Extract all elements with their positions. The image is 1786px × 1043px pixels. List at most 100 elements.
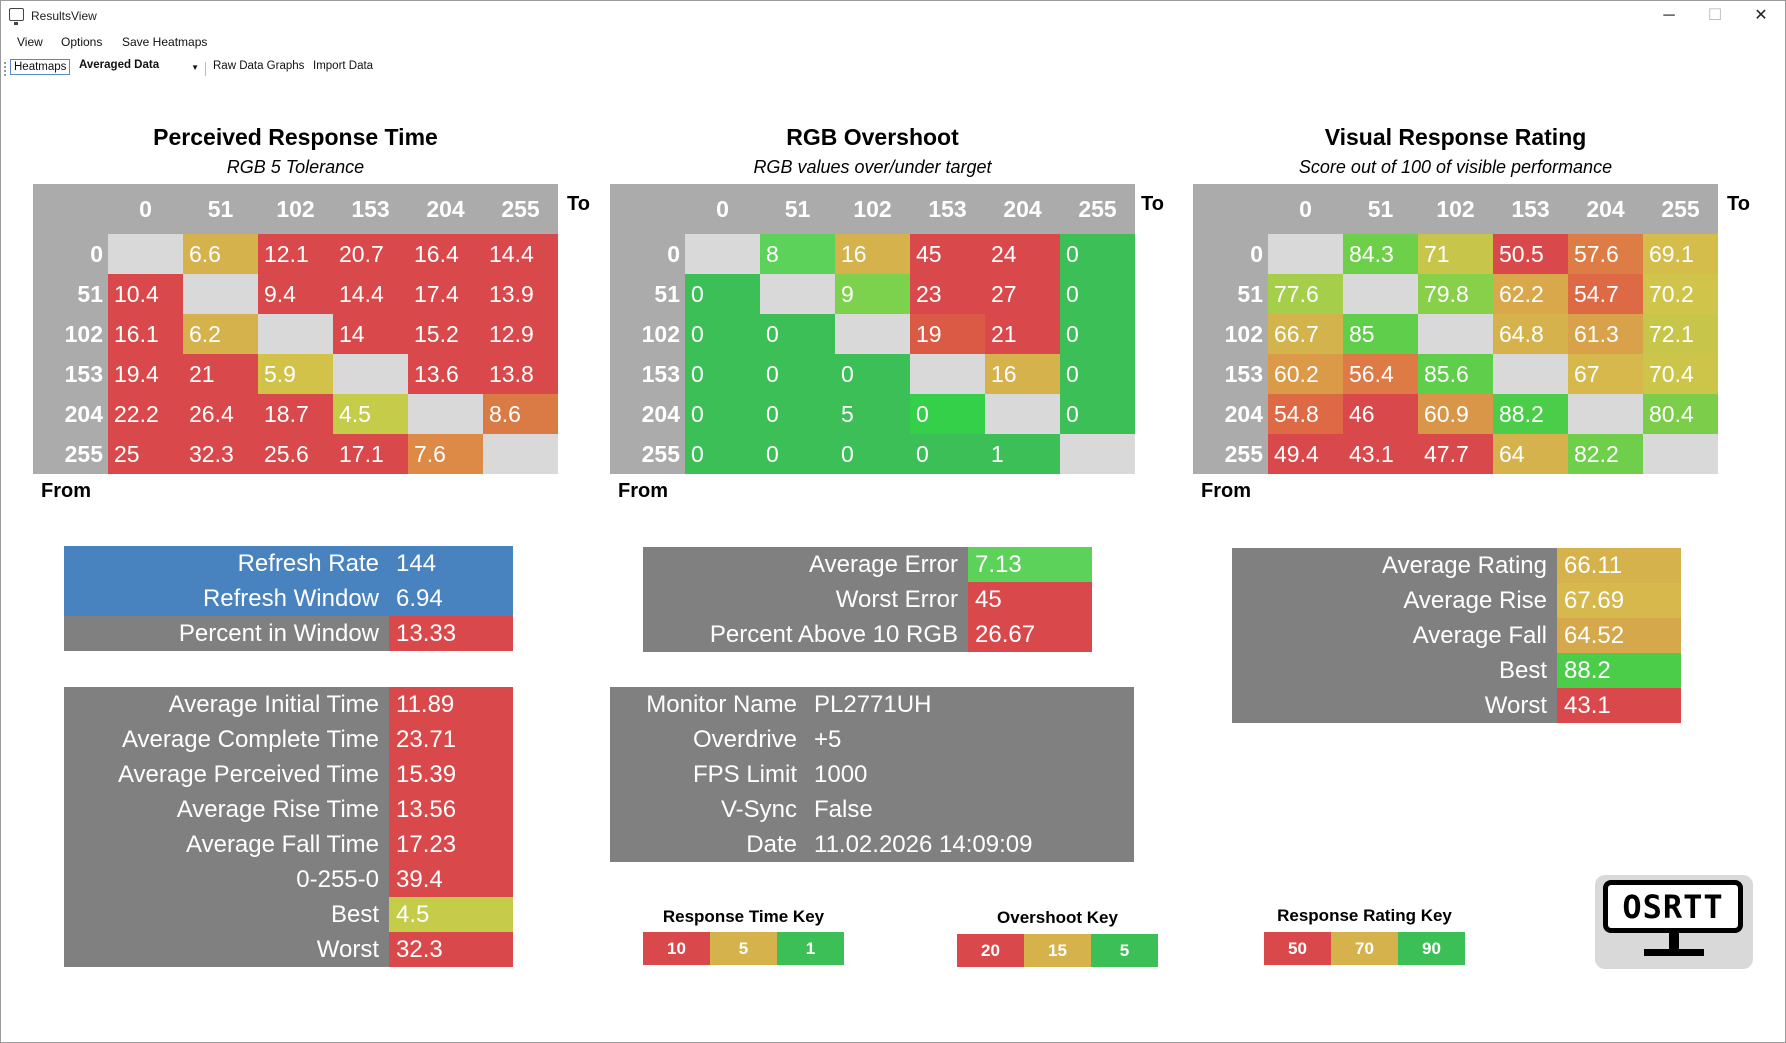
heatmap-cell: 85.6: [1418, 354, 1493, 394]
toolbar-separator: [205, 62, 206, 76]
heatmap-cell: [1060, 434, 1135, 474]
stat-label: Average Complete Time: [64, 722, 389, 757]
data-mode-select[interactable]: Averaged Data ▼: [79, 59, 201, 77]
row-header: 204: [610, 394, 685, 434]
heatmap-cell: 6.6: [183, 234, 258, 274]
stat-label: V-Sync: [610, 792, 807, 827]
stat-label: FPS Limit: [610, 757, 807, 792]
heatmap-cell: [1643, 434, 1718, 474]
column-header: 51: [760, 184, 835, 234]
heatmap-cell: 0: [760, 354, 835, 394]
column-header: 0: [108, 184, 183, 234]
heatmap-cell: 82.2: [1568, 434, 1643, 474]
heatmap-cell: 79.8: [1418, 274, 1493, 314]
stat-value: 4.5: [389, 897, 513, 932]
heatmap-cell: [1343, 274, 1418, 314]
import-data-button[interactable]: Import Data: [313, 60, 374, 72]
heatmap-cell: 47.7: [1418, 434, 1493, 474]
chevron-down-icon: ▼: [191, 63, 199, 72]
column-header: 255: [483, 184, 558, 234]
heatmap-cell: 64.8: [1493, 314, 1568, 354]
stat-label: Refresh Rate: [64, 546, 389, 581]
heatmap-cell: 25.6: [258, 434, 333, 474]
stat-label: Monitor Name: [610, 687, 807, 722]
heatmap-cell: 16: [835, 234, 910, 274]
menu-save-heatmaps[interactable]: Save Heatmaps: [122, 35, 208, 49]
column-header: 153: [1493, 184, 1568, 234]
monitor-info-box: Monitor Name PL2771UH Overdrive +5 FPS Limit…: [610, 687, 1134, 862]
stat-label: Average Fall: [1232, 618, 1557, 653]
heatmap-cell: 67: [1568, 354, 1643, 394]
menu-options[interactable]: Options: [61, 35, 103, 49]
stat-label: Average Initial Time: [64, 687, 389, 722]
toolbar-grip[interactable]: [4, 62, 8, 76]
heatmap-cell: 85: [1343, 314, 1418, 354]
stat-label: Average Perceived Time: [64, 757, 389, 792]
heatmap-cell: 0: [910, 434, 985, 474]
overshoot-heatmap: 0 51 102 153 204 255 0 8 16 45 24 0 51 0 9 23 27 0 102 0 0 19…: [610, 184, 1135, 474]
stat-label: Worst Error: [643, 582, 968, 617]
heatmap-cell: 6.2: [183, 314, 258, 354]
key-swatch: 10: [643, 932, 710, 965]
overshoot-key: 20 15 5: [957, 934, 1158, 967]
raw-data-graphs-button[interactable]: Raw Data Graphs: [213, 60, 305, 72]
heatmap-cell: 27: [985, 274, 1060, 314]
stat-value: 88.2: [1557, 653, 1681, 688]
heatmap-cell: 13.9: [483, 274, 558, 314]
row-header: 102: [610, 314, 685, 354]
heatmap-cell: 0: [835, 434, 910, 474]
heatmap-cell: [183, 274, 258, 314]
to-label: To: [1727, 193, 1750, 215]
heatmap-cell: 8: [760, 234, 835, 274]
key-swatch: 5: [1091, 934, 1158, 967]
heatmap-cell: 84.3: [1343, 234, 1418, 274]
heatmap-cell: 62.2: [1493, 274, 1568, 314]
heatmaps-button[interactable]: Heatmaps: [10, 59, 71, 75]
stat-label: Average Rise Time: [64, 792, 389, 827]
heatmap-cell: 0: [910, 394, 985, 434]
heatmap-cell: 70.4: [1643, 354, 1718, 394]
stat-label: Average Rise: [1232, 583, 1557, 618]
heatmap-cell: 21: [183, 354, 258, 394]
heatmap-cell: 0: [835, 354, 910, 394]
heatmap-cell: 60.2: [1268, 354, 1343, 394]
heatmap-cell: 43.1: [1343, 434, 1418, 474]
minimize-button[interactable]: ─: [1663, 7, 1675, 24]
heatmap-cell: 49.4: [1268, 434, 1343, 474]
heatmap-cell: 14.4: [483, 234, 558, 274]
heatmap-cell: 13.8: [483, 354, 558, 394]
row-header: 51: [1193, 274, 1268, 314]
heatmap-cell: 54.8: [1268, 394, 1343, 434]
column-header: 102: [258, 184, 333, 234]
stat-value: 26.67: [968, 617, 1092, 652]
response-time-key: 10 5 1: [643, 932, 844, 965]
close-button[interactable]: ✕: [1754, 7, 1768, 24]
stat-label: Best: [1232, 653, 1557, 688]
stat-value: 6.94: [389, 581, 513, 616]
stat-label: Percent Above 10 RGB: [643, 617, 968, 652]
heatmap-cell: 57.6: [1568, 234, 1643, 274]
heatmap-cell: 0: [1060, 394, 1135, 434]
rating-stats-box: Average Rating 66.11 Average Rise 67.69 Aver…: [1232, 548, 1681, 723]
column-header: 51: [183, 184, 258, 234]
response-key-title: Response Time Key: [662, 907, 825, 926]
menu-view[interactable]: View: [17, 35, 43, 49]
heatmap-cell: 61.3: [1568, 314, 1643, 354]
stat-label: Refresh Window: [64, 581, 389, 616]
column-header: 102: [835, 184, 910, 234]
heatmap-cell: 0: [685, 274, 760, 314]
heatmap-cell: 0: [685, 314, 760, 354]
key-swatch: 15: [1024, 934, 1091, 967]
column-header: 153: [333, 184, 408, 234]
row-header: 153: [610, 354, 685, 394]
maximize-button[interactable]: ☐: [1707, 7, 1723, 24]
heatmap-cell: [408, 394, 483, 434]
heatmap-cell: 12.1: [258, 234, 333, 274]
heatmap-cell: [1418, 314, 1493, 354]
heatmap-cell: [985, 394, 1060, 434]
overshoot-heatmap-subtitle: RGB values over/under target: [753, 157, 992, 177]
row-header: 102: [1193, 314, 1268, 354]
heatmap-cell: 0: [685, 434, 760, 474]
column-header: 153: [910, 184, 985, 234]
